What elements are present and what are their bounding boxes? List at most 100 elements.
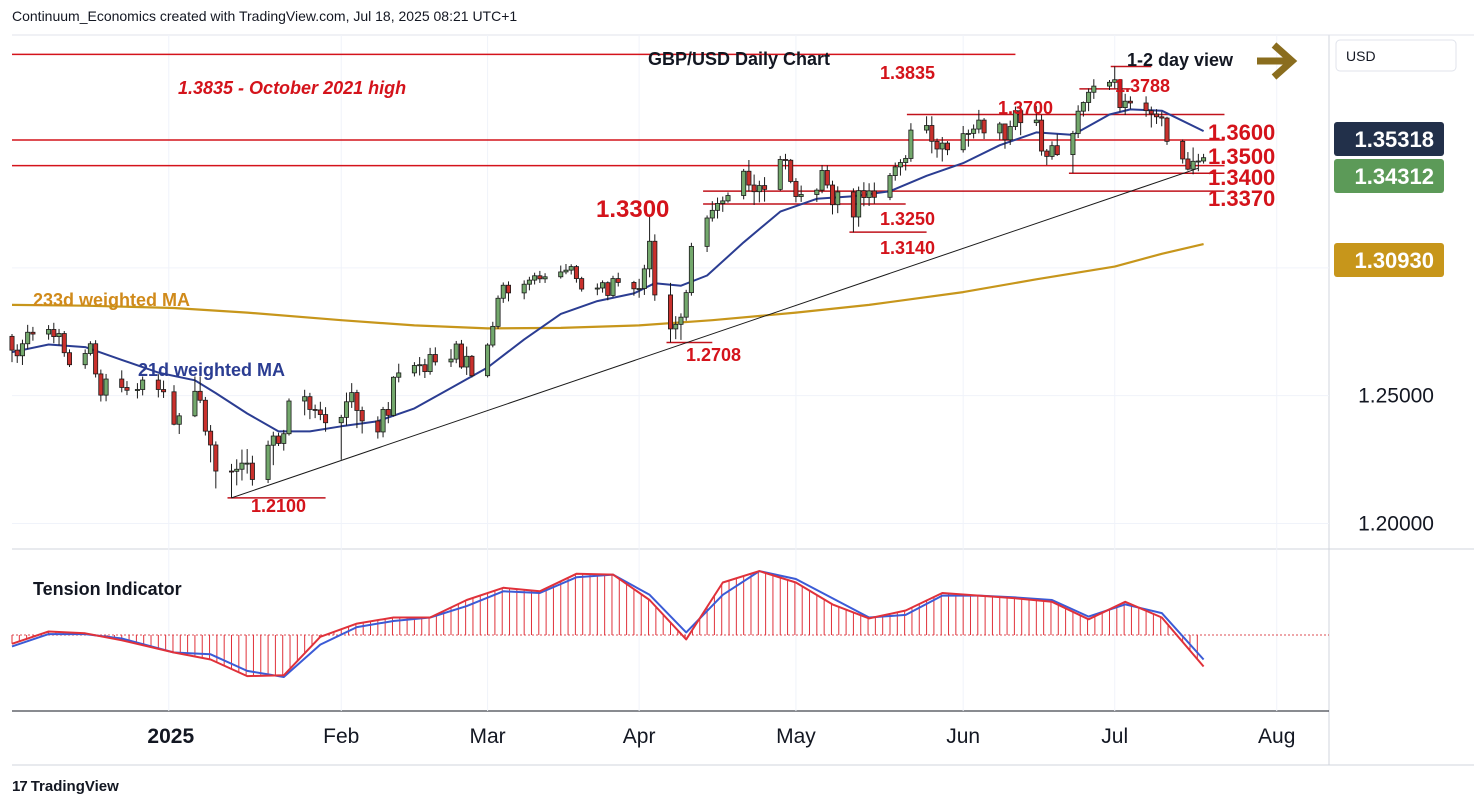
tension-indicator-pane: Tension Indicator	[11, 570, 1329, 678]
chart-title: GBP/USD Daily Chart	[648, 49, 830, 69]
candle	[1164, 116, 1170, 145]
currency-button-frame	[1335, 39, 1457, 72]
ma233-line	[11, 243, 1204, 330]
candle	[1044, 148, 1050, 166]
candle	[762, 177, 768, 202]
candle-body	[1044, 150, 1050, 157]
level-label-1-3370: 1.3370	[1208, 186, 1275, 211]
candle-body	[82, 353, 88, 366]
candle-body	[500, 284, 506, 299]
candle	[1086, 88, 1092, 112]
candle-body	[850, 191, 856, 218]
candle-body	[1159, 116, 1165, 119]
candle	[349, 383, 355, 408]
tradingview-brand: TradingView	[30, 778, 119, 795]
candle	[1112, 66, 1118, 89]
candle-body	[720, 200, 726, 204]
candle	[213, 441, 219, 489]
candle-body	[673, 323, 679, 330]
candle-body	[1164, 117, 1170, 142]
level-label-1-3788: 1.3788	[1115, 76, 1170, 96]
candle-body	[1185, 158, 1191, 170]
price-badge-box	[1334, 243, 1444, 277]
candle-body	[161, 389, 167, 393]
candle-body	[678, 316, 684, 325]
candle	[343, 392, 349, 426]
candle	[453, 340, 459, 364]
candle	[98, 369, 104, 402]
candle	[944, 141, 950, 156]
candle-body	[830, 184, 836, 206]
candle	[1185, 152, 1191, 171]
candle	[861, 182, 867, 207]
candle-body	[87, 343, 93, 354]
candle-body	[140, 379, 146, 390]
candle	[134, 383, 140, 399]
candle-body	[594, 287, 600, 290]
candle	[427, 347, 433, 375]
candle-body	[709, 209, 715, 219]
candle-body	[856, 190, 862, 218]
time-tick-label: May	[776, 725, 816, 748]
currency-button[interactable]: USD	[1335, 39, 1457, 72]
candle	[715, 197, 721, 219]
candle-body	[208, 430, 214, 446]
tension-slow-line	[11, 570, 1205, 678]
candle-body	[1127, 100, 1133, 104]
candle-body	[391, 376, 397, 416]
candle	[641, 264, 647, 295]
candle	[307, 392, 313, 420]
candle-body	[819, 170, 825, 191]
candle-body	[866, 190, 872, 198]
candle	[594, 283, 600, 296]
chart-frame	[12, 34, 1474, 766]
candle-body	[782, 159, 788, 161]
candle	[176, 413, 182, 434]
candle-body	[66, 352, 72, 366]
candle	[830, 180, 836, 215]
candle-body	[903, 158, 909, 163]
candle-body	[537, 275, 543, 280]
candle-body	[715, 203, 721, 211]
candle-body	[276, 435, 282, 444]
candle-body	[495, 297, 501, 327]
candle	[239, 449, 245, 481]
candle-body	[652, 240, 658, 296]
candle-body	[1018, 110, 1024, 124]
candle	[385, 402, 391, 424]
level-label-1-3250: 1.3250	[880, 209, 935, 229]
candle	[87, 341, 93, 356]
price-badge-current: 1.35318	[1334, 122, 1444, 156]
candle-body	[103, 378, 109, 396]
candle	[9, 334, 15, 363]
candle-body	[385, 409, 391, 416]
candle	[1122, 93, 1128, 116]
candle	[495, 295, 501, 329]
candle	[1180, 139, 1186, 164]
candle-body	[997, 123, 1003, 134]
tension-indicator-title: Tension Indicator	[33, 579, 182, 599]
candle	[422, 358, 428, 379]
time-tick-label: Apr	[623, 725, 656, 748]
tradingview-logo[interactable]: 17 TradingView	[12, 778, 119, 795]
candle-body	[1190, 160, 1196, 170]
candle-body	[798, 194, 804, 197]
candle-body	[249, 462, 255, 480]
candle-body	[61, 333, 67, 354]
candle	[171, 385, 177, 426]
candle	[359, 406, 365, 434]
time-tick-label: Aug	[1258, 725, 1295, 748]
chart-labels: GBP/USD Daily Chart 1-2 day view 1.3835 1.3…	[33, 42, 1298, 516]
candle-body	[1054, 145, 1060, 156]
candle-body	[871, 190, 877, 198]
candle-body	[704, 217, 710, 247]
candle-body	[929, 125, 935, 142]
level-label-1-2708: 1.2708	[686, 345, 741, 365]
candle	[505, 281, 511, 302]
candle	[354, 389, 360, 429]
candle	[1127, 96, 1133, 109]
candle-body	[725, 195, 731, 202]
candle-body	[234, 468, 240, 472]
price-badge-close: 1.34312	[1334, 159, 1444, 193]
